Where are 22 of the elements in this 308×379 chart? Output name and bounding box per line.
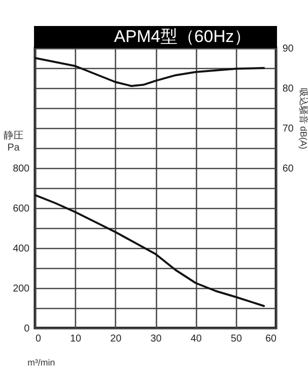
y2-tick-label: 60 [282,164,294,174]
x-tick-label: 0 [36,334,42,344]
x-tick-label: 20 [110,334,122,344]
y-tick-label: 400 [12,244,30,254]
y2-tick-label: 80 [282,84,294,94]
y-tick-label: 800 [12,164,30,174]
y-axis-title: 静圧 Pa [4,130,24,154]
y2-axis-title: 吸込騒音 dB(A) [298,88,308,150]
x-axis-title: m³/min [28,358,55,368]
x-tick-label: 50 [230,334,242,344]
x-tick-label: 40 [190,334,202,344]
y2-tick-label: 90 [282,44,294,54]
y-tick-label: 0 [24,324,30,334]
x-tick-label: 30 [150,334,162,344]
line-series [35,194,265,307]
line-series [35,57,265,87]
y-tick-label: 200 [12,284,30,294]
x-tick-label: 60 [265,334,277,344]
y-tick-label: 600 [12,204,30,214]
x-tick-label: 10 [70,334,82,344]
chart-title: APM4型（60Hz） [114,27,251,46]
y2-tick-label: 70 [282,124,294,134]
